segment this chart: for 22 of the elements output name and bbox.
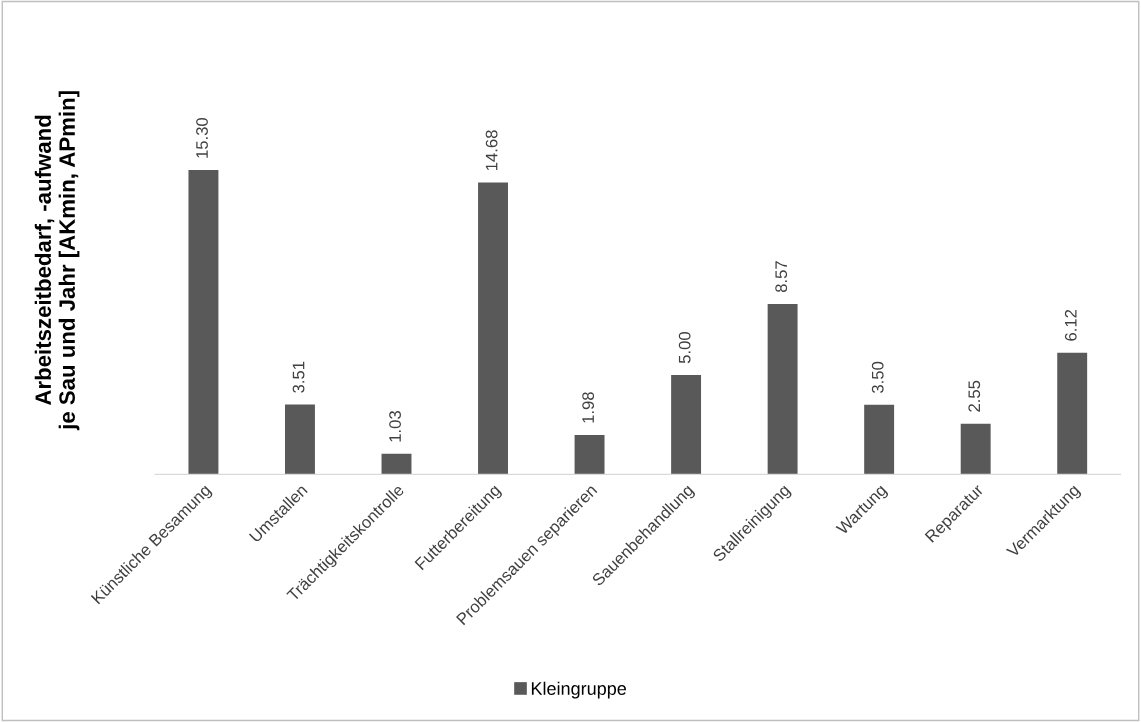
data-label: 1.98 [582, 392, 595, 423]
bar [864, 404, 895, 475]
data-label: 2.55 [968, 380, 981, 412]
data-label: 3.50 [871, 361, 884, 393]
legend-label: Kleingruppe [531, 681, 627, 699]
bar [381, 453, 412, 475]
data-label: 8.57 [775, 261, 788, 293]
bar [960, 423, 991, 475]
data-label: 6.12 [1064, 309, 1077, 341]
bar [671, 374, 702, 475]
data-label: 3.51 [292, 361, 305, 393]
bar [188, 170, 219, 475]
bar [574, 434, 605, 475]
bar [1057, 352, 1088, 475]
bar [767, 303, 798, 475]
data-label: 5.00 [678, 332, 691, 364]
data-label: 1.03 [389, 411, 401, 442]
data-label: 15.30 [196, 117, 208, 158]
bar [285, 404, 315, 475]
data-label: 14.68 [485, 130, 498, 171]
y-axis-title: Arbeitszeitbedarf, -aufwand je Sau und Jahr [AKmin, APmin] [34, 91, 80, 431]
bar [478, 182, 508, 475]
